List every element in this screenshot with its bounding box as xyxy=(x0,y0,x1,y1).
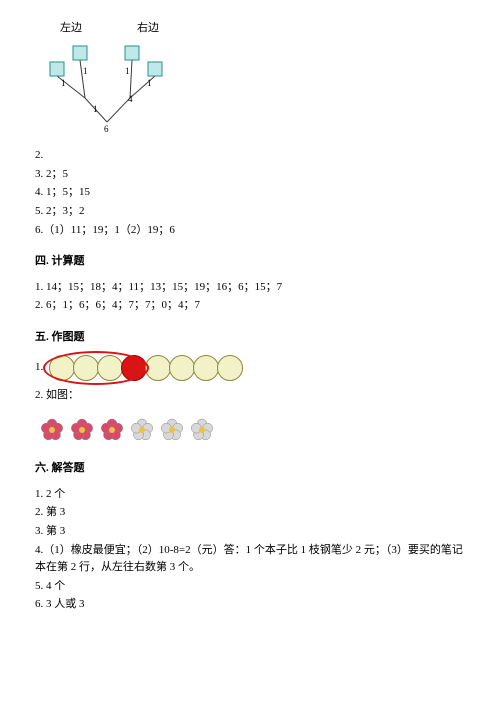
svg-text:4: 4 xyxy=(128,94,133,104)
circle-yellow xyxy=(193,355,219,381)
flowers-row xyxy=(40,418,465,442)
circles-row: 1. xyxy=(35,355,465,381)
svg-text:1: 1 xyxy=(61,78,66,88)
section6-title: 六. 解答题 xyxy=(35,460,465,478)
selection-ring xyxy=(43,351,149,385)
s5-item1-prefix: 1. xyxy=(35,359,43,377)
line-5: 5. 2；3；2 xyxy=(35,203,465,221)
circle-yellow xyxy=(217,355,243,381)
section6-answers: 1. 2 个 2. 第 3 3. 第 3 4.（1）橡皮最便宜；（2）10-8=… xyxy=(35,486,465,614)
flower-icon xyxy=(40,418,64,442)
line-4: 4. 1；5；15 xyxy=(35,184,465,202)
section4-title: 四. 计算题 xyxy=(35,253,465,271)
s4-line1: 1. 14；15；18；4；11；13；15；19；16；6；15；7 xyxy=(35,279,465,297)
flower-icon xyxy=(160,418,184,442)
s6-line3: 3. 第 3 xyxy=(35,523,465,541)
circles-container xyxy=(49,355,241,381)
line-3: 3. 2；5 xyxy=(35,166,465,184)
svg-text:1: 1 xyxy=(147,78,152,88)
flower-icon xyxy=(190,418,214,442)
tree-svg: 1 1 1 1 1 4 6 xyxy=(35,40,195,135)
svg-text:1: 1 xyxy=(83,66,88,76)
circle-yellow xyxy=(145,355,171,381)
s6-line4: 4.（1）橡皮最便宜；（2）10-8=2（元）答：1 个本子比 1 枝钢笔少 2… xyxy=(35,542,465,577)
s6-line2: 2. 第 3 xyxy=(35,504,465,522)
s6-line1: 1. 2 个 xyxy=(35,486,465,504)
svg-text:6: 6 xyxy=(104,124,109,134)
section5-title: 五. 作图题 xyxy=(35,329,465,347)
s4-line2: 2. 6；1；6；6；4；7；7；0；4；7 xyxy=(35,297,465,315)
right-label: 右边 xyxy=(137,20,159,38)
s5-item2: 2. 如图： xyxy=(35,387,465,405)
left-label: 左边 xyxy=(60,20,82,38)
item-2: 2. xyxy=(35,147,465,165)
flower-icon xyxy=(70,418,94,442)
svg-text:1: 1 xyxy=(93,104,98,114)
line-6: 6.（1）11；19；1（2）19；6 xyxy=(35,222,465,240)
tree-diagram: 左边 右边 1 1 1 1 1 4 6 xyxy=(35,20,465,141)
svg-text:1: 1 xyxy=(125,66,130,76)
s6-line5: 5. 4 个 xyxy=(35,578,465,596)
circle-yellow xyxy=(169,355,195,381)
flower-icon xyxy=(100,418,124,442)
s6-line6: 6. 3 人或 3 xyxy=(35,596,465,614)
flower-icon xyxy=(130,418,154,442)
